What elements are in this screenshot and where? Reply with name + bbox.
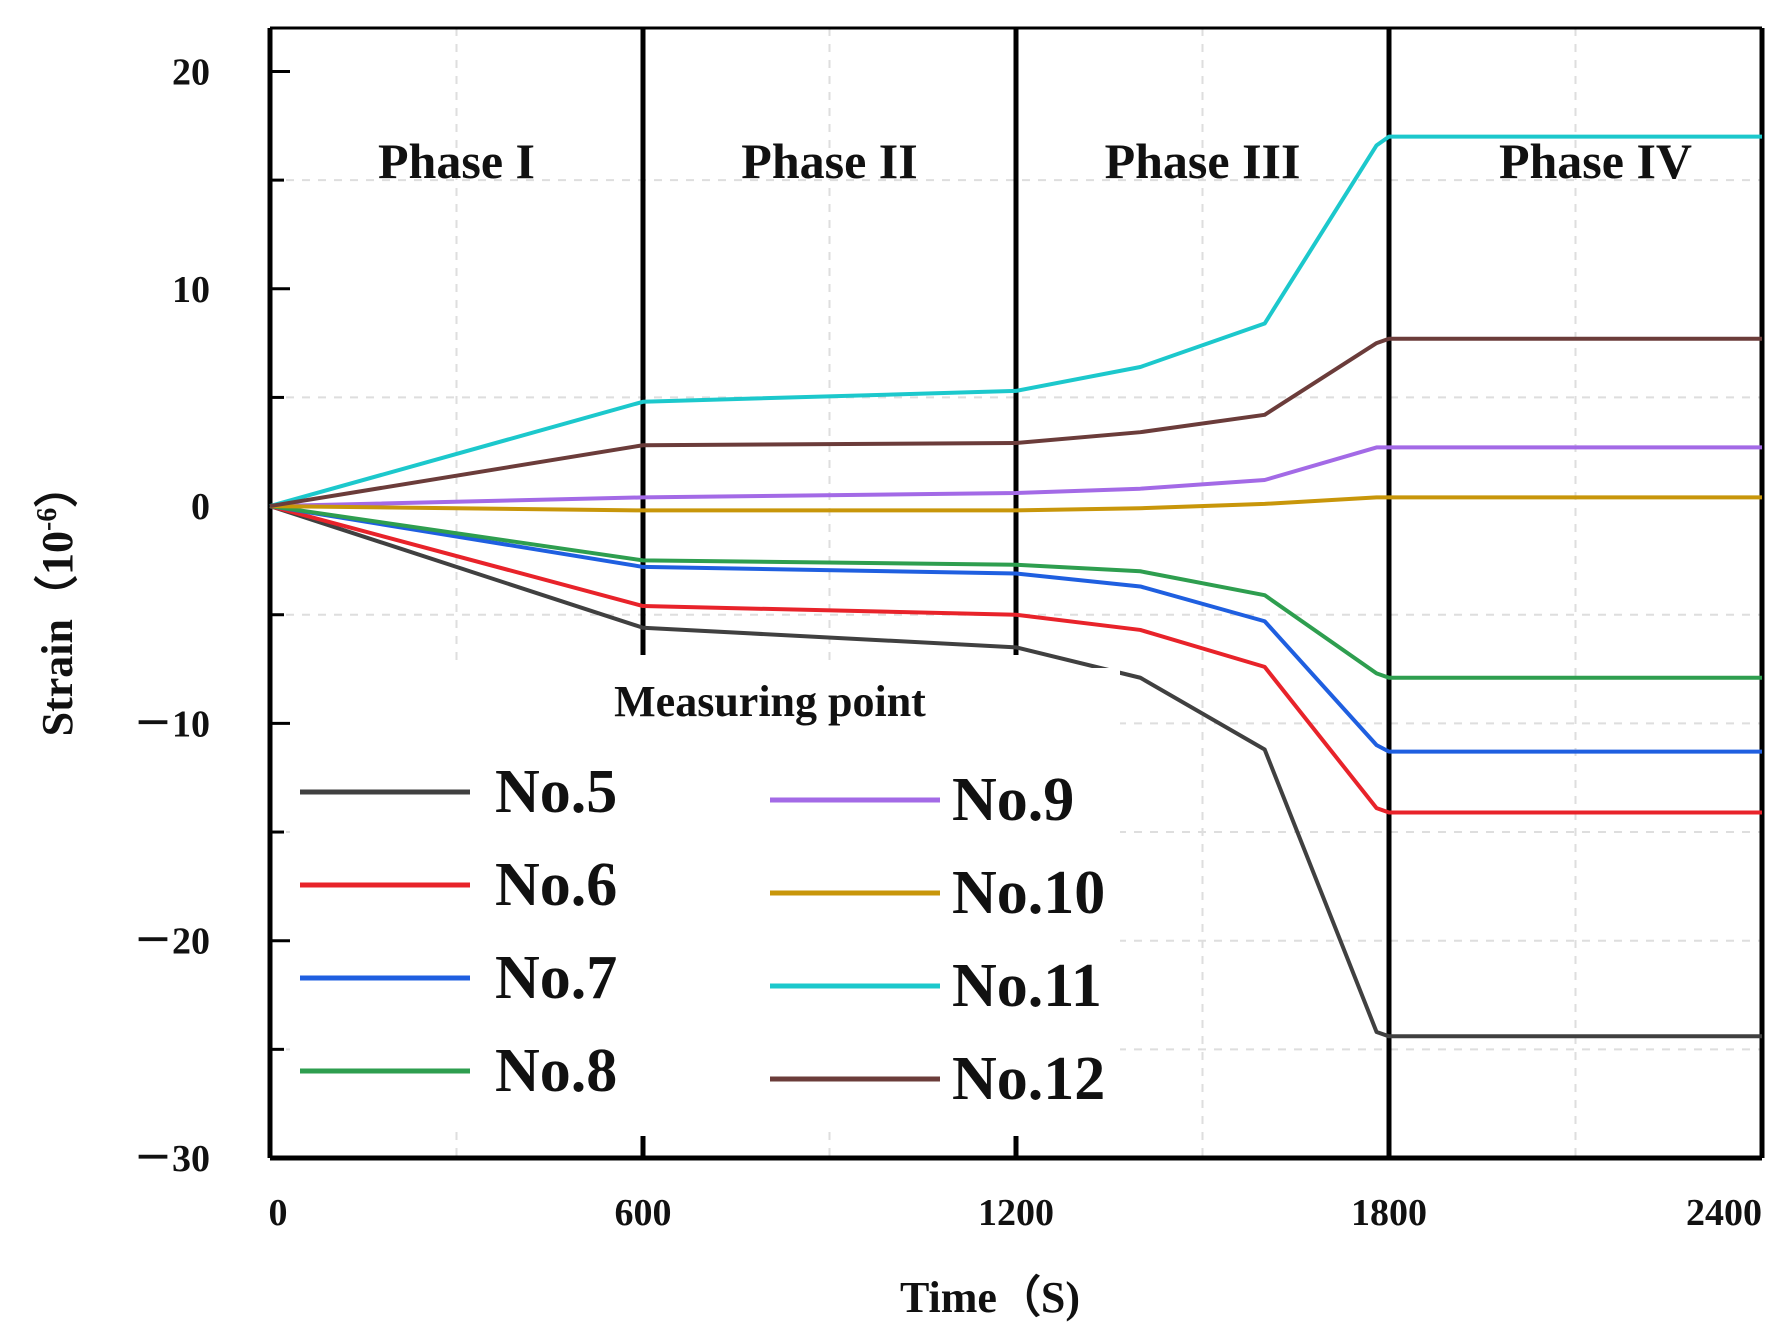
series-line-no10	[269, 495, 1762, 513]
y-tick-label: 20	[172, 51, 210, 93]
legend-title: Measuring point	[614, 677, 926, 726]
phase-label: Phase I	[378, 133, 535, 189]
legend-background	[290, 668, 1120, 1128]
series-line-no8	[269, 504, 1762, 680]
y-tick-label: －10	[134, 703, 210, 745]
legend-label: No.9	[952, 766, 1074, 834]
phase-label: Phase III	[1105, 133, 1301, 189]
y-axis-title-part: ）	[33, 464, 82, 508]
x-tick-label: 1800	[1351, 1192, 1427, 1234]
legend-label: No.5	[495, 758, 617, 826]
y-tick-label: －20	[134, 921, 210, 963]
legend-label: No.10	[952, 859, 1105, 927]
y-tick-label: －30	[134, 1138, 210, 1180]
y-axis-title-part: Strain（	[33, 575, 82, 736]
legend-label: No.8	[495, 1037, 617, 1105]
x-tick-label: 600	[615, 1192, 672, 1234]
legend-label: No.12	[952, 1045, 1105, 1113]
series-line-no7	[269, 504, 1762, 754]
phase-label: Phase II	[741, 133, 917, 189]
x-tick-label: 2400	[1686, 1192, 1762, 1234]
y-axis-title-part: 10	[33, 531, 82, 575]
x-tick-label: 0	[269, 1192, 288, 1234]
phase-label: Phase IV	[1499, 133, 1692, 189]
series-line-no5	[269, 504, 1762, 1039]
series-line-no6	[269, 504, 1762, 815]
legend-label: No.6	[495, 851, 617, 919]
x-tick-label: 1200	[978, 1192, 1054, 1234]
y-axis-title-part: -6	[32, 508, 63, 531]
series-line-no12	[269, 336, 1762, 509]
legend-label: No.7	[495, 944, 617, 1012]
x-axis-title: Time（S)	[900, 1273, 1080, 1322]
y-tick-label: 10	[172, 269, 210, 311]
y-tick-label: 0	[191, 486, 210, 528]
y-axis-title: Strain（10-6）	[32, 464, 82, 737]
series-line-no11	[269, 134, 1762, 509]
series-line-no9	[269, 445, 1762, 509]
legend-label: No.11	[952, 952, 1102, 1020]
